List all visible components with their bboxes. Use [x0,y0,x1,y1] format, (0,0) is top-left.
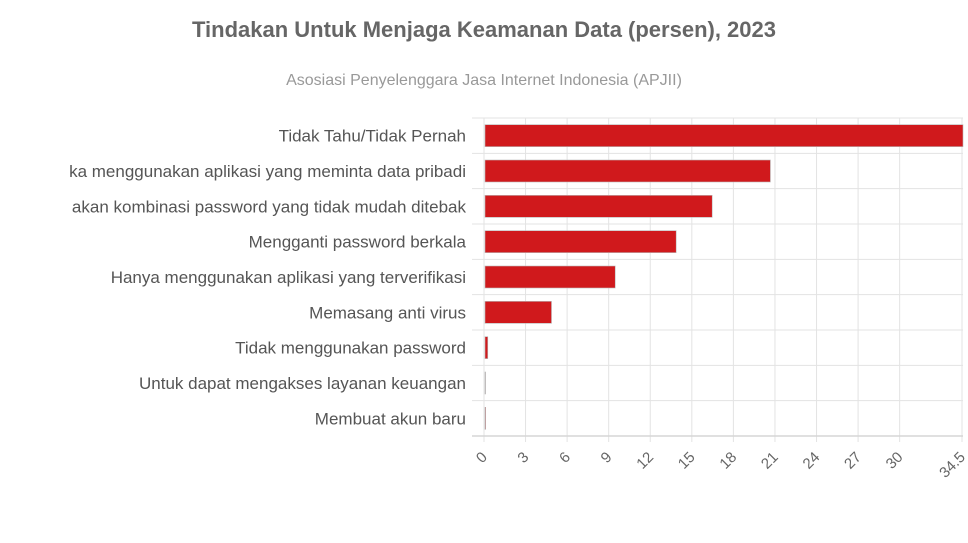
chart-title: Tindakan Untuk Menjaga Keamanan Data (pe… [192,17,776,42]
bar [484,371,486,395]
category-label: Mengganti password berkala [249,233,467,252]
bar [484,336,489,359]
x-tick-label: 30 [883,449,907,473]
x-tick-label: 15 [675,449,699,473]
x-tick-label: 9 [598,449,616,467]
bar [484,407,486,430]
x-tick-label: 24 [800,449,824,473]
category-label: Tidak Tahu/Tidak Pernah [279,127,466,146]
category-label: ka menggunakan aplikasi yang meminta dat… [69,162,466,181]
category-label: akan kombinasi password yang tidak mudah… [72,197,467,216]
x-tick-label: 3 [514,449,532,467]
category-label: Tidak menggunakan password [235,339,466,358]
bar [484,301,552,324]
bar [484,159,771,183]
category-label: Memasang anti virus [309,303,466,322]
bar [484,124,964,147]
category-label: Hanya menggunakan aplikasi yang terverif… [111,268,466,287]
category-label: Untuk dapat mengakses layanan keuangan [139,374,466,393]
x-tick-label: 6 [556,449,574,467]
bar [484,195,713,218]
category-label: Membuat akun baru [315,409,466,428]
x-tick-label: 0 [473,449,491,467]
x-tick-label: 21 [758,449,782,473]
x-tick-label: 18 [716,449,740,473]
bar [484,230,677,253]
x-tick-label: 27 [841,449,865,473]
chart-subtitle: Asosiasi Penyelenggara Jasa Internet Ind… [286,72,682,89]
x-tick-label: 34.5 [936,449,968,482]
x-tick-label: 12 [633,449,657,473]
bar [484,265,616,289]
